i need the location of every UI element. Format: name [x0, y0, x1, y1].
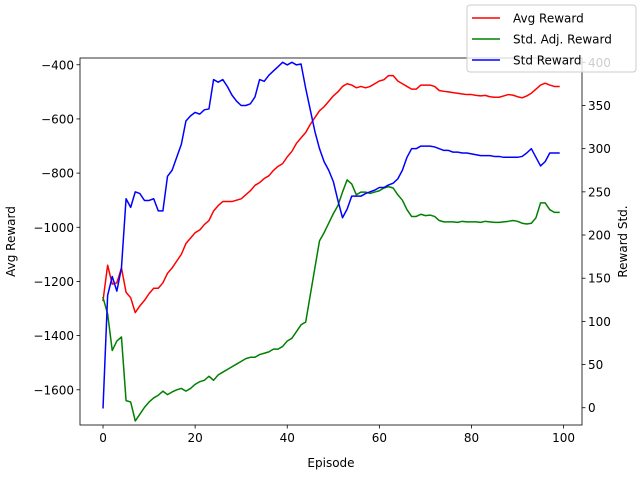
y-right-tick-label: 250 — [588, 185, 611, 199]
y-right-tick-label: 50 — [588, 358, 603, 372]
y-right-tick-label: 350 — [588, 99, 611, 113]
y-axis-left-label: Avg Reward — [4, 206, 18, 277]
y-axis-right-label: Reward Std. — [616, 205, 630, 277]
y-right-tick-label: 300 — [588, 142, 611, 156]
legend-box — [466, 4, 637, 73]
axes-layer: 0 20 40 60 80 100 −1600 −1400 −1200 −1000 −800 −600… — [33, 56, 611, 445]
y-left-tick-label: −1600 — [33, 383, 74, 397]
y-right-tick-label: 200 — [588, 229, 611, 243]
series-layer — [102, 61, 560, 422]
y-right-tick-label: 150 — [588, 272, 611, 286]
x-tick-label: 60 — [372, 431, 387, 445]
x-tick-label: 20 — [187, 431, 202, 445]
x-axis-label: Episode — [307, 456, 354, 470]
x-tick-label: 0 — [99, 431, 107, 445]
x-tick-label: 100 — [552, 431, 575, 445]
series-line-std-adj-reward — [102, 179, 560, 422]
y-right-tick-label: 0 — [588, 401, 596, 415]
y-left-tick-label: −1400 — [33, 329, 74, 343]
y-left-tick-label: −1200 — [33, 275, 74, 289]
y-left-tick-label: −800 — [41, 167, 74, 181]
legend-label-std-adj-reward: Std. Adj. Reward — [513, 33, 612, 47]
y-right-tick-label: 100 — [588, 315, 611, 329]
y-left-tick-label: −600 — [41, 112, 74, 126]
legend: Avg Reward Std. Adj. Reward Std Reward — [466, 4, 637, 73]
legend-label-std-reward: Std Reward — [513, 54, 581, 68]
y-left-tick-label: −1000 — [33, 221, 74, 235]
series-line-avg-reward — [102, 74, 560, 314]
plot-frame — [79, 57, 583, 426]
series-line-std-reward — [102, 61, 560, 409]
y-left-tick-label: −400 — [41, 58, 74, 72]
x-tick-label: 40 — [280, 431, 295, 445]
legend-label-avg-reward: Avg Reward — [513, 12, 584, 26]
x-tick-label: 80 — [464, 431, 479, 445]
